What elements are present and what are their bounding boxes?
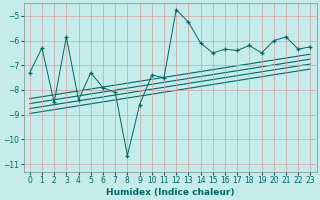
X-axis label: Humidex (Indice chaleur): Humidex (Indice chaleur) xyxy=(106,188,234,197)
